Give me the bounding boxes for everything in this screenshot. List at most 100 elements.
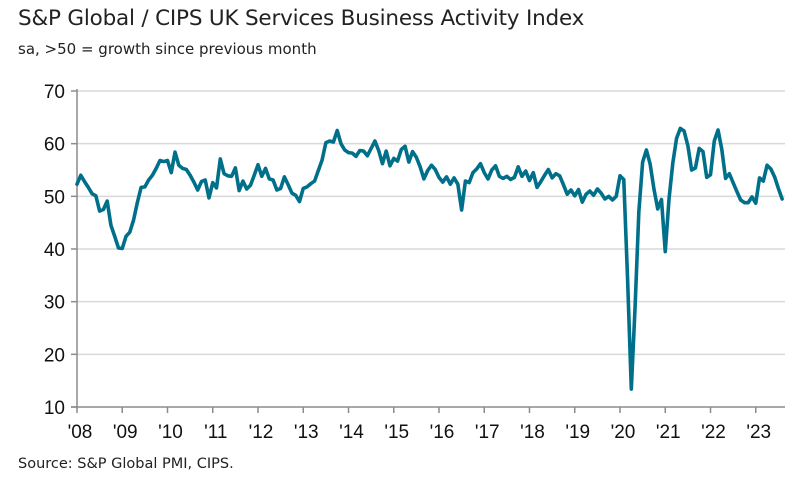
x-tick-label: '15 (384, 422, 409, 443)
data-point (747, 201, 749, 203)
data-point (679, 127, 681, 129)
data-point (98, 210, 100, 212)
data-point (426, 169, 428, 171)
data-point (287, 184, 289, 186)
data-point (615, 195, 617, 197)
data-point (140, 186, 142, 188)
chart-subtitle: sa, >50 = growth since previous month (18, 40, 317, 58)
data-point (336, 129, 338, 131)
data-point (238, 189, 240, 191)
data-point (234, 167, 236, 169)
source-note: Source: S&P Global PMI, CIPS. (18, 456, 234, 472)
data-point (340, 142, 342, 144)
data-point (773, 176, 775, 178)
data-point (600, 192, 602, 194)
data-point (449, 183, 451, 185)
data-point (411, 150, 413, 152)
data-point (117, 247, 119, 249)
data-point (404, 145, 406, 147)
data-point (132, 219, 134, 221)
data-point (611, 199, 613, 201)
data-point (295, 194, 297, 196)
data-point (393, 157, 395, 159)
data-point (596, 188, 598, 190)
data-point (509, 178, 511, 180)
data-point (664, 250, 666, 252)
data-point (249, 184, 251, 186)
data-point (423, 178, 425, 180)
data-point (396, 160, 398, 162)
data-point (706, 176, 708, 178)
data-point (362, 150, 364, 152)
series-line (75, 126, 784, 391)
data-point (476, 168, 478, 170)
data-point (332, 141, 334, 143)
data-point (325, 141, 327, 143)
data-point (607, 195, 609, 197)
data-point (212, 181, 214, 183)
y-tick-label: 30 (44, 293, 65, 314)
data-point (261, 175, 263, 177)
data-point (623, 178, 625, 180)
data-point (657, 208, 659, 210)
data-point (690, 169, 692, 171)
data-point (110, 224, 112, 226)
data-point (570, 189, 572, 191)
data-point (151, 174, 153, 176)
data-point (430, 164, 432, 166)
data-point (498, 175, 500, 177)
data-point (310, 182, 312, 184)
data-point (283, 176, 285, 178)
x-tick-label: '14 (339, 422, 364, 443)
data-point (389, 165, 391, 167)
x-tick-label: '21 (656, 422, 681, 443)
data-point (502, 177, 504, 179)
data-point (660, 198, 662, 200)
data-point (366, 155, 368, 157)
x-tick-label: '11 (204, 422, 227, 443)
data-point (434, 168, 436, 170)
data-point (121, 247, 123, 249)
data-point (713, 140, 715, 142)
data-point (189, 174, 191, 176)
data-point (370, 147, 372, 149)
data-point (739, 199, 741, 201)
x-tick-label: '16 (430, 422, 455, 443)
data-point (626, 277, 628, 279)
data-point (159, 159, 161, 161)
chart-title: S&P Global / CIPS UK Services Business A… (18, 6, 585, 31)
data-point (408, 161, 410, 163)
data-point (464, 180, 466, 182)
data-point (442, 181, 444, 183)
data-point (581, 201, 583, 203)
data-point (483, 171, 485, 173)
y-axis-ticks: 70 60 50 40 30 20 10 (44, 82, 77, 419)
data-point (87, 186, 89, 188)
x-tick-label: '23 (746, 422, 771, 443)
data-point (525, 170, 527, 172)
data-point (419, 166, 421, 168)
data-point (219, 158, 221, 160)
y-tick-label: 10 (44, 398, 65, 419)
data-point (479, 162, 481, 164)
data-point (347, 151, 349, 153)
x-tick-label: '10 (158, 422, 183, 443)
data-point (721, 148, 723, 150)
data-point (687, 145, 689, 147)
data-point (751, 196, 753, 198)
data-point (306, 186, 308, 188)
x-tick-label: '19 (565, 422, 590, 443)
data-point (770, 168, 772, 170)
data-point (547, 168, 549, 170)
data-point (253, 174, 255, 176)
data-point (638, 210, 640, 212)
data-point (174, 151, 176, 153)
data-point (163, 160, 165, 162)
data-point (604, 198, 606, 200)
data-point (144, 186, 146, 188)
data-point (589, 190, 591, 192)
data-point (472, 171, 474, 173)
data-point (291, 192, 293, 194)
data-point (755, 202, 757, 204)
